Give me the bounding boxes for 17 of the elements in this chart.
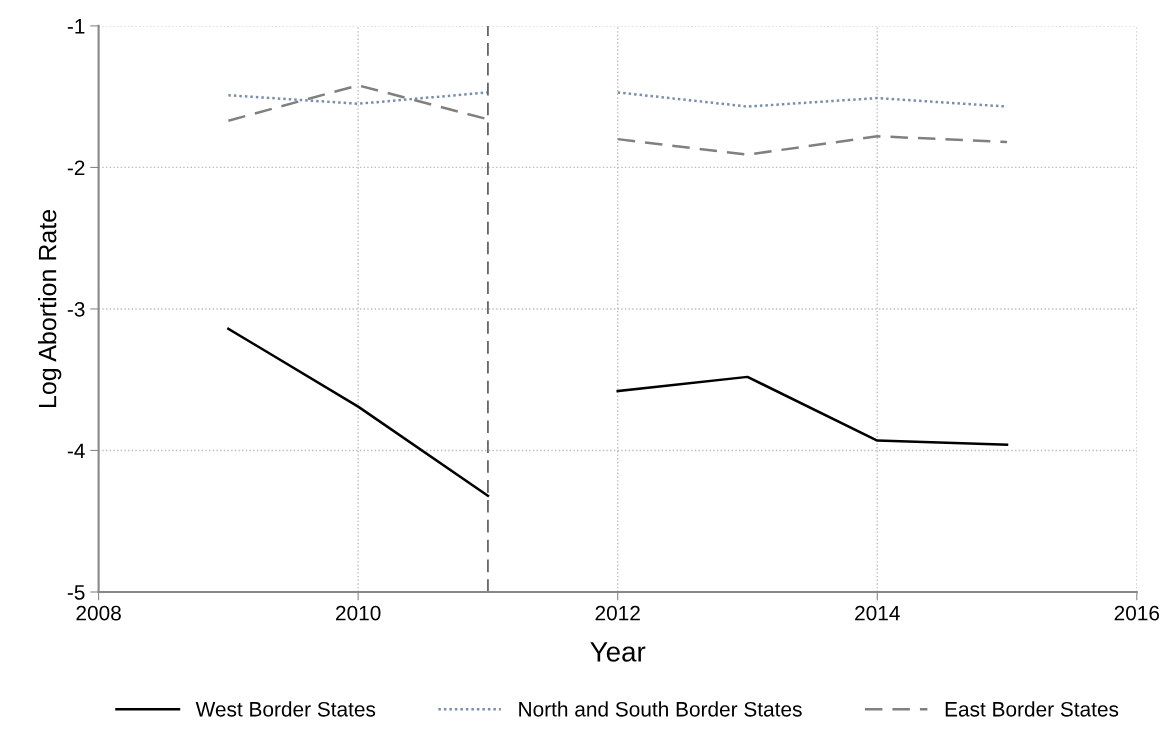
y-tick-label: -5 [67,585,85,600]
y-tick-label: -2 [67,160,85,175]
x-tick-label: 2008 [76,605,121,621]
line-series [616,375,1009,447]
legend-label: West Border States [195,701,376,717]
x-tick-label: 2014 [855,605,900,621]
x-tick-label: 2016 [1114,605,1160,621]
legend-label: North and South Border States [519,701,802,717]
y-tick-label: -1 [67,19,85,34]
x-tick-label: 2012 [595,605,640,621]
y-axis-title: Log Abortion Rate [38,209,62,407]
y-tick-label: -4 [67,443,85,459]
line-series [616,135,1009,156]
legend-label: East Border States [945,701,1119,717]
y-tick-label: -3 [67,301,85,317]
x-tick-label: 2010 [336,605,381,621]
x-axis-title: Year [590,642,646,662]
